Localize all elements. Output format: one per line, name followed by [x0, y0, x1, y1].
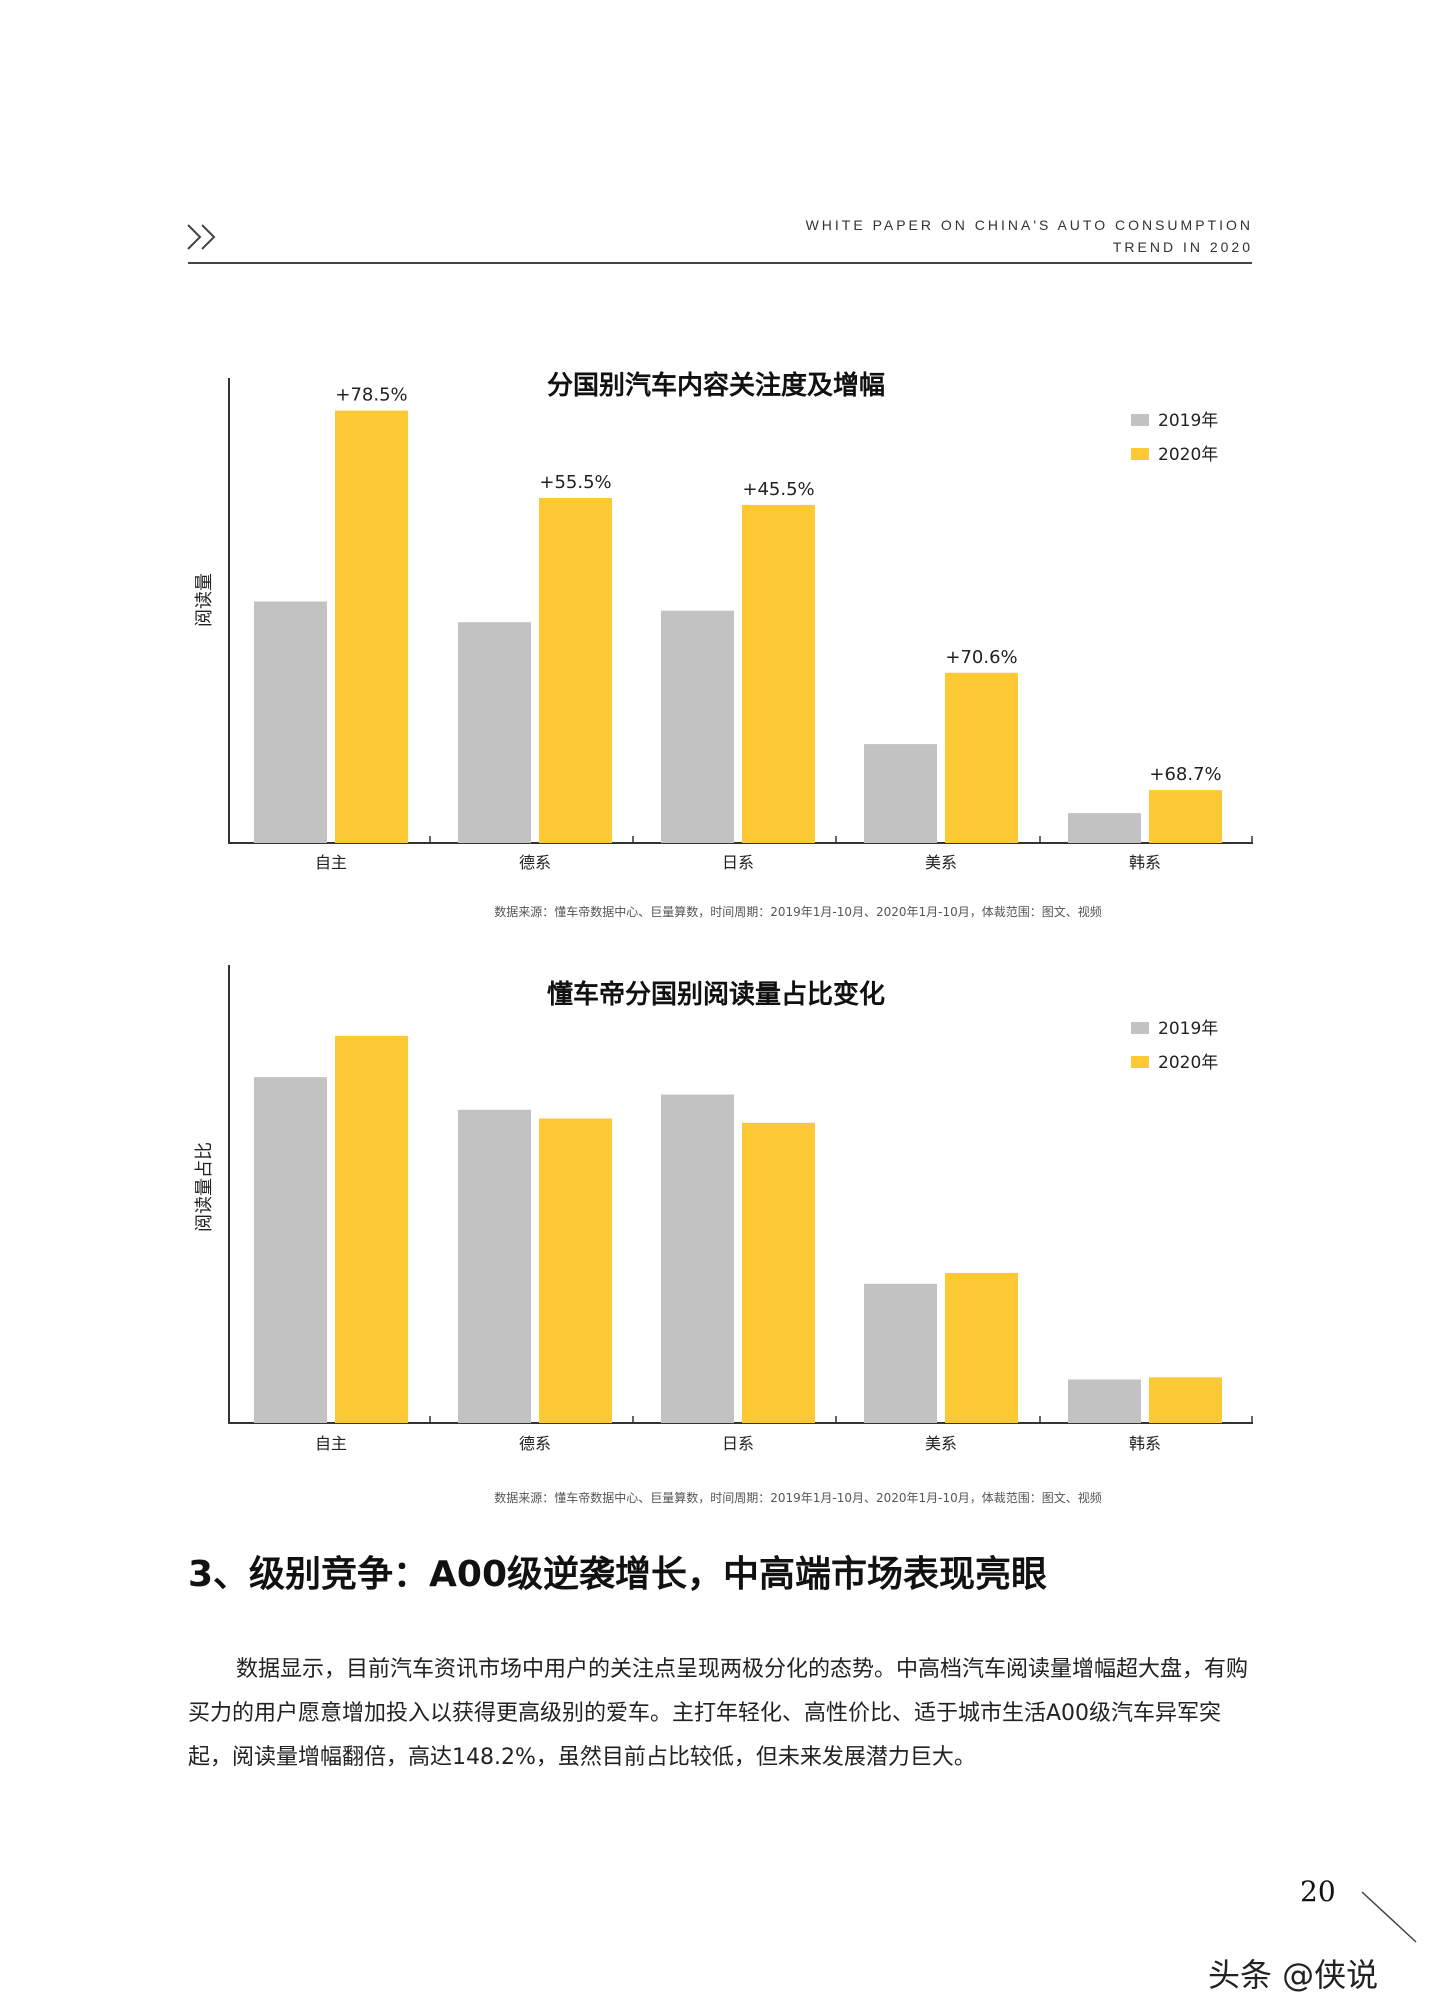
bar-2019-2	[458, 1109, 531, 1423]
header-line-1: WHITE PAPER ON CHINA'S AUTO CONSUMPTION	[805, 217, 1253, 233]
bar-2020-4	[945, 1272, 1018, 1423]
category-label: 德系	[519, 853, 551, 872]
legend-swatch-2019	[1131, 414, 1149, 426]
bar-2019-4	[864, 744, 937, 843]
legend: 2019年 2020年	[1131, 1019, 1218, 1073]
y-axis-label: 阅读量	[194, 573, 215, 627]
bar-2020-1	[335, 1035, 408, 1423]
growth-label: +78.5%	[335, 385, 407, 406]
legend-swatch-2019	[1131, 1022, 1149, 1034]
section-heading: 3、级别竞争：A00级逆袭增长，中高端市场表现亮眼	[188, 1554, 1048, 1595]
legend-label-2019: 2019年	[1158, 1019, 1218, 1039]
category-label: 韩系	[1129, 853, 1161, 872]
bar-2020-3	[742, 1122, 815, 1423]
body-text: 数据显示，目前汽车资讯市场中用户的关注点呈现两极分化的态势。中高档汽车阅读量增幅…	[188, 1648, 1252, 1780]
chart-attention-growth: 分国别汽车内容关注度及增幅 阅读量 2019年 2020年 +78.5% 自主 +5…	[194, 370, 1253, 919]
bar-2020-2	[539, 1118, 612, 1423]
chart-share-change: 懂车帝分国别阅读量占比变化 阅读量占比 2019年 2020年 自主 德系 日系 美系…	[194, 965, 1253, 1505]
decorative-slash	[1360, 1890, 1420, 1949]
watermark: 头条 @侠说	[1208, 1956, 1379, 1994]
body-paragraph: 数据显示，目前汽车资讯市场中用户的关注点呈现两极分化的态势。中高档汽车阅读量增幅…	[188, 1657, 1249, 1770]
category-label: 美系	[925, 853, 957, 872]
bar-2019-5	[1068, 813, 1141, 843]
category-label: 美系	[925, 1434, 957, 1453]
bar-2020-1	[335, 410, 408, 843]
category-label: 日系	[722, 853, 754, 872]
legend-swatch-2020	[1131, 1056, 1149, 1068]
bar-2020-2	[539, 498, 612, 843]
chart-source: 数据来源：懂车帝数据中心、巨量算数，时间周期：2019年1月-10月、2020年…	[494, 904, 1102, 919]
legend-label-2019: 2019年	[1158, 411, 1218, 431]
page-number: 20	[1300, 1875, 1336, 1908]
growth-label: +68.7%	[1149, 764, 1221, 785]
chart-title: 懂车帝分国别阅读量占比变化	[547, 979, 885, 1010]
category-label: 日系	[722, 1434, 754, 1453]
chart-source: 数据来源：懂车帝数据中心、巨量算数，时间周期：2019年1月-10月、2020年…	[494, 1490, 1102, 1505]
category-label: 自主	[315, 1434, 347, 1453]
category-label: 德系	[519, 1434, 551, 1453]
growth-label: +70.6%	[945, 647, 1017, 668]
chart-title: 分国别汽车内容关注度及增幅	[547, 370, 885, 401]
legend-label-2020: 2020年	[1158, 1053, 1218, 1073]
growth-label: +55.5%	[539, 472, 611, 493]
bar-2020-5	[1149, 790, 1222, 843]
y-axis-label: 阅读量占比	[194, 1142, 215, 1232]
bar-2019-3	[661, 1094, 734, 1423]
bar-2019-5	[1068, 1379, 1141, 1423]
bar-2020-3	[742, 504, 815, 843]
legend: 2019年 2020年	[1131, 411, 1218, 465]
bar-2019-1	[254, 1077, 327, 1423]
growth-label: +45.5%	[742, 479, 814, 500]
category-label: 韩系	[1129, 1434, 1161, 1453]
header-text: WHITE PAPER ON CHINA'S AUTO CONSUMPTION …	[806, 214, 1253, 258]
bar-2019-3	[661, 610, 734, 843]
bar-2020-5	[1149, 1377, 1222, 1423]
bar-2019-2	[458, 622, 531, 843]
bar-2019-1	[254, 601, 327, 843]
bar-2020-4	[945, 672, 1018, 843]
legend-label-2020: 2020年	[1158, 445, 1218, 465]
header-line-2: TREND IN 2020	[1112, 239, 1253, 255]
legend-swatch-2020	[1131, 448, 1149, 460]
category-label: 自主	[315, 853, 347, 872]
header-rule	[188, 262, 1252, 264]
double-chevron-icon	[186, 222, 220, 256]
bar-2019-4	[864, 1283, 937, 1423]
